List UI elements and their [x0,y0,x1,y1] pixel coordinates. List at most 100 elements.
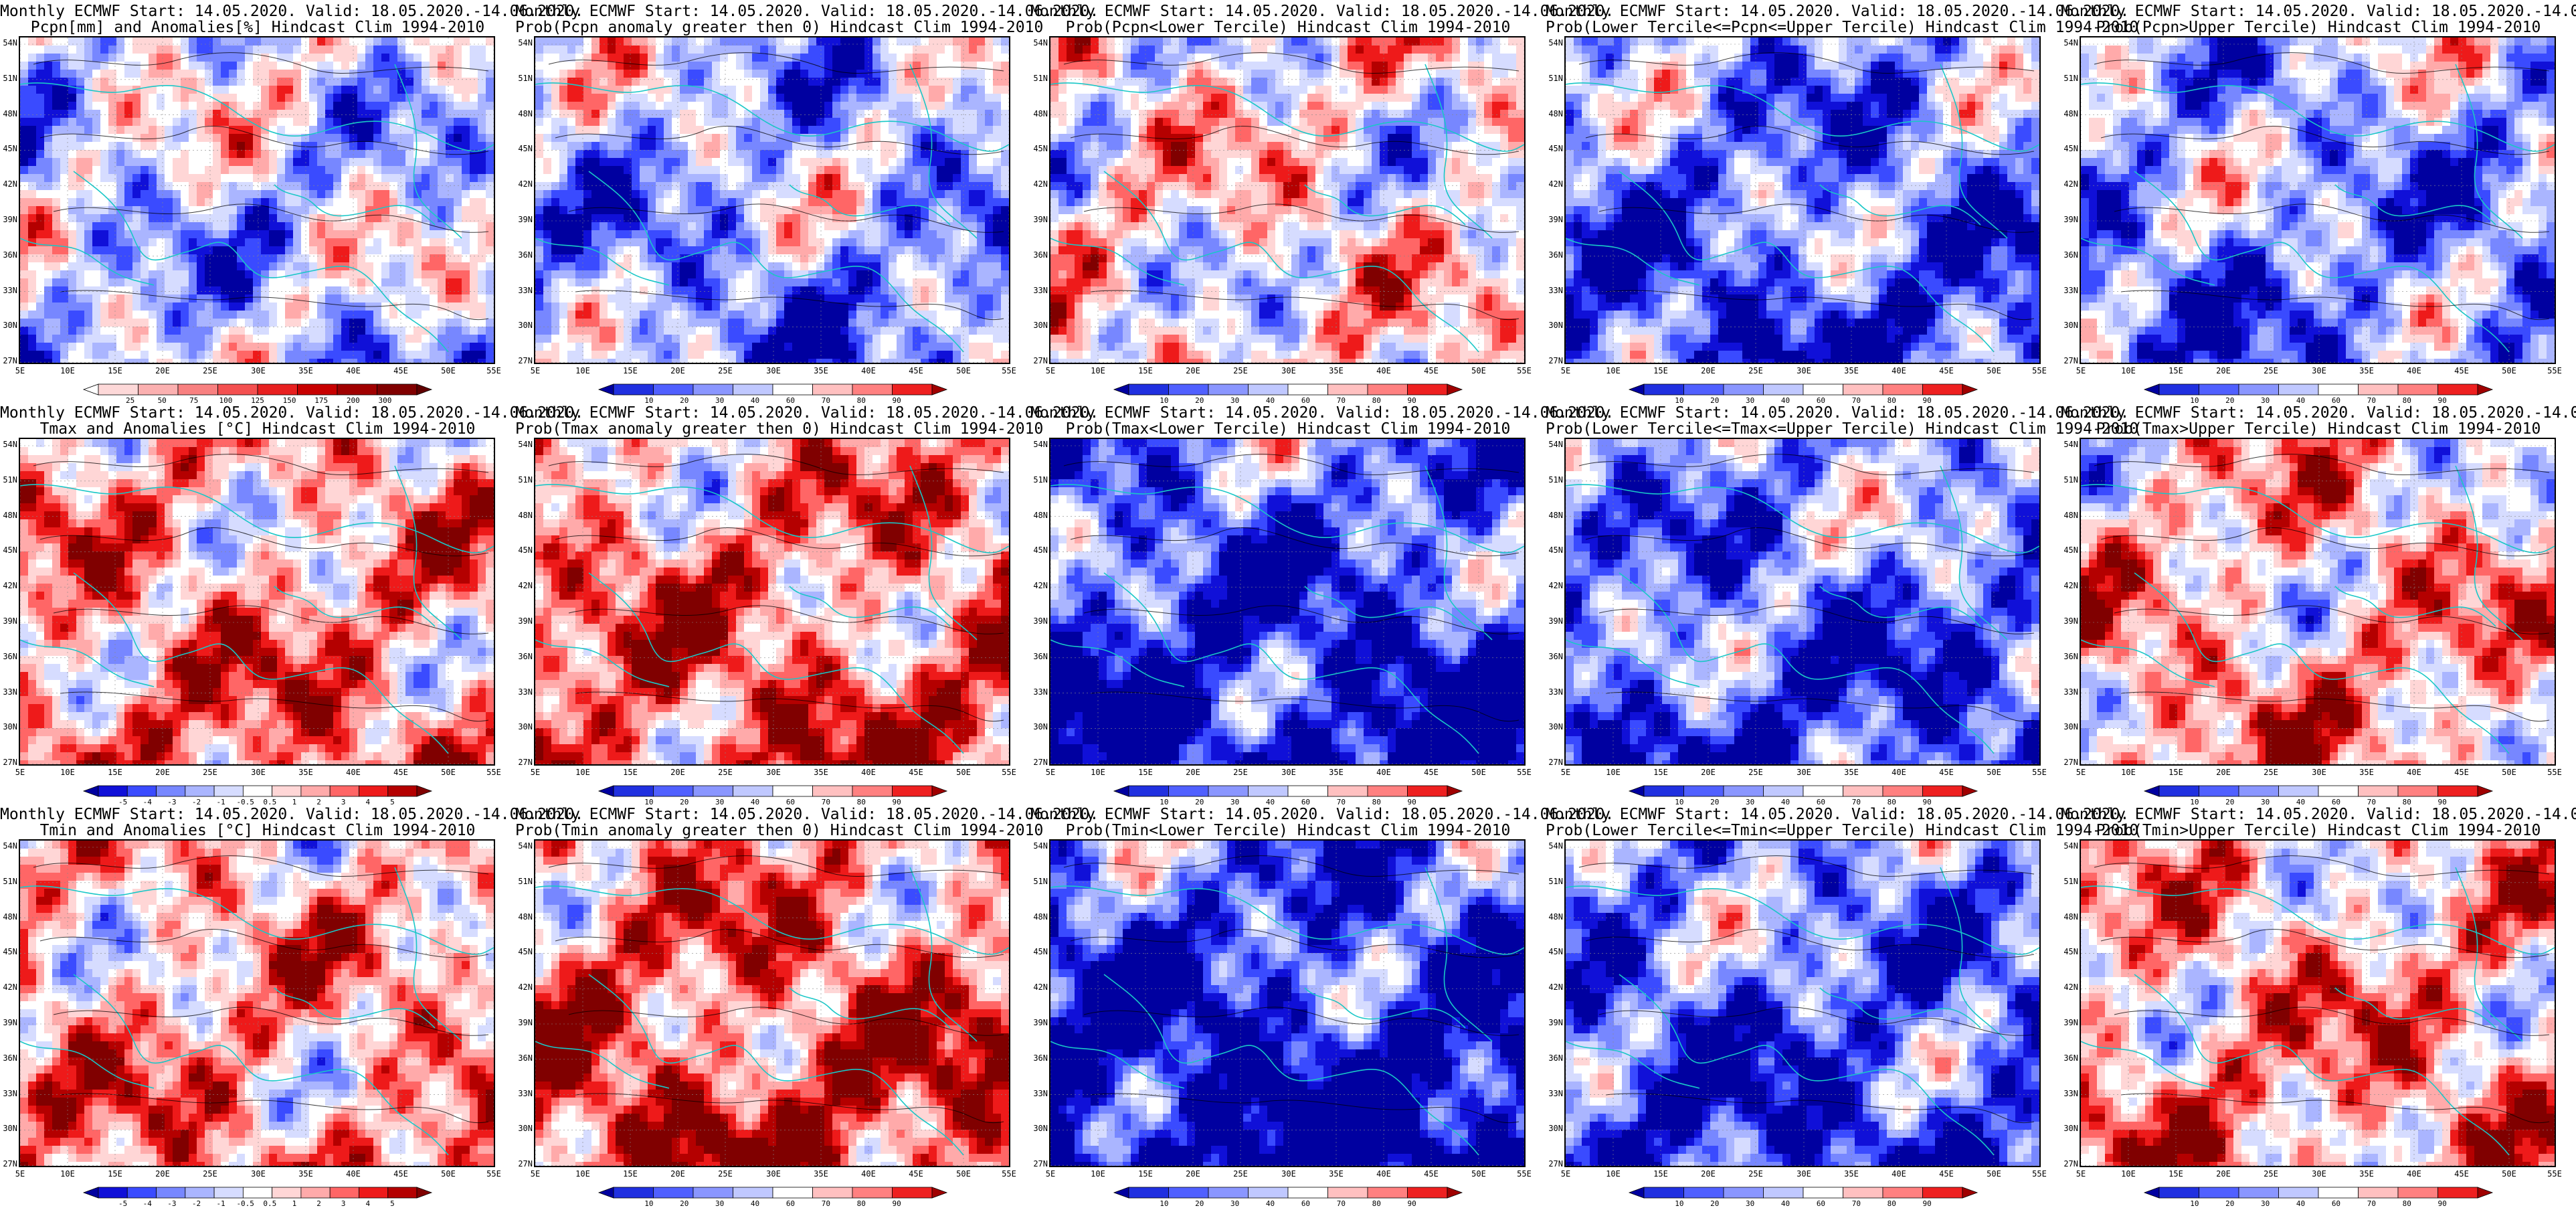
lon-label: 35E [1844,768,1859,777]
lat-label: 33N [0,688,17,696]
lat-label: 48N [0,913,17,921]
lon-label: 50E [2502,366,2516,375]
lat-label: 27N [0,357,17,365]
lon-label: 10E [1606,1169,1621,1179]
lat-label: 33N [1030,1090,1048,1098]
lon-label: 15E [1653,366,1668,375]
lon-label: 55E [486,768,501,777]
lat-label: 27N [1546,357,1563,365]
panel-title-line2: Prob(Lower Tercile<=Pcpn<=Upper Tercile)… [1546,19,2061,36]
lat-label: 39N [1546,215,1563,224]
panel-title-line2: Prob(Pcpn>Upper Tercile) Hindcast Clim 1… [2061,19,2576,36]
panel-title-line2: Prob(Tmax<Lower Tercile) Hindcast Clim 1… [1030,420,1546,438]
lon-label: 25E [1233,768,1248,777]
forecast-panel: Monthly ECMWF Start: 14.05.2020. Valid: … [515,0,1030,402]
lon-label: 45E [393,366,408,375]
lon-label: 55E [2547,768,2562,777]
lon-label: 45E [1424,768,1439,777]
lon-label: 35E [1844,366,1859,375]
lon-label: 40E [1376,366,1391,375]
forecast-panel: Monthly ECMWF Start: 14.05.2020. Valid: … [2061,0,2576,402]
lat-label: 33N [2061,1090,2078,1098]
lat-label: 48N [1546,110,1563,118]
lat-label: 27N [0,758,17,766]
colorbar-tick-label: 70 [1337,1199,1346,1208]
lat-label: 39N [1030,215,1048,224]
lon-label: 35E [2359,1169,2374,1179]
lon-label: 15E [1138,366,1153,375]
lon-label: 30E [2312,366,2326,375]
lat-label: 39N [0,617,17,625]
lon-label: 45E [393,1169,408,1179]
lat-label: 33N [1030,286,1048,294]
lon-label: 55E [486,1169,501,1179]
lon-label: 15E [1138,1169,1153,1179]
lon-label: 30E [1281,366,1296,375]
lat-label: 30N [515,321,533,329]
lon-label: 45E [1424,366,1439,375]
colorbar-tick-label: 20 [1195,1199,1204,1208]
lat-label: 33N [0,286,17,294]
lat-label: 36N [1546,653,1563,661]
lon-label: 55E [2032,366,2047,375]
lat-label: 42N [0,180,17,188]
lon-label: 30E [1797,366,1811,375]
lat-label: 33N [2061,688,2078,696]
colorbar-tick-label: 60 [1817,1199,1825,1208]
lon-label: 55E [2547,1169,2562,1179]
lat-label: 33N [1546,688,1563,696]
lat-label: 39N [515,215,533,224]
lon-label: 10E [1606,366,1621,375]
lon-label: 50E [441,1169,456,1179]
lon-label: 45E [2454,768,2469,777]
lon-label: 15E [1653,768,1668,777]
lat-label: 54N [1546,440,1563,448]
lat-label: 54N [0,440,17,448]
lon-label: 30E [251,768,266,777]
lon-label: 40E [861,1169,876,1179]
lon-label: 5E [15,366,25,375]
lat-label: 51N [0,74,17,82]
lon-label: 10E [1606,768,1621,777]
lon-label: 5E [2076,366,2086,375]
panel-title-line2: Prob(Pcpn anomaly greater then 0) Hindca… [515,19,1030,36]
lon-label: 45E [393,768,408,777]
lat-label: 27N [1030,758,1048,766]
colorbar-tick-label: 3 [341,1199,346,1208]
lon-label: 25E [1748,768,1763,777]
lat-label: 51N [0,877,17,885]
lat-label: 33N [1030,688,1048,696]
lat-label: 36N [0,251,17,259]
panel-title-line2: Tmax and Anomalies [°C] Hindcast Clim 19… [0,420,515,438]
lat-label: 30N [0,723,17,731]
lat-label: 36N [1030,251,1048,259]
lon-label: 30E [1797,768,1811,777]
lon-label: 35E [2359,768,2374,777]
lat-label: 45N [1546,145,1563,153]
forecast-map [534,36,1010,364]
lon-label: 10E [1091,366,1105,375]
colorbar-tick-label: 90 [1922,1199,1931,1208]
panel-title-line1: Monthly ECMWF Start: 14.05.2020. Valid: … [1030,806,1546,823]
lon-label: 15E [623,768,638,777]
lat-label: 54N [1546,842,1563,850]
lon-label: 5E [2076,1169,2086,1179]
lon-label: 15E [623,1169,638,1179]
colorbar [599,786,947,796]
lat-label: 51N [2061,476,2078,484]
lon-label: 25E [2264,1169,2278,1179]
lat-label: 30N [1546,1124,1563,1132]
lat-label: 48N [1546,913,1563,921]
lat-label: 42N [0,582,17,590]
lon-label: 30E [1281,1169,1296,1179]
colorbar-tick-label: 20 [1710,1199,1719,1208]
lon-label: 20E [2216,366,2231,375]
lon-label: 50E [2502,768,2516,777]
lon-label: 10E [575,1169,590,1179]
lat-label: 30N [1546,321,1563,329]
colorbar-tick-label: 20 [680,1199,688,1208]
lon-label: 35E [1329,366,1344,375]
forecast-panel: Monthly ECMWF Start: 14.05.2020. Valid: … [1546,803,2061,1205]
lat-label: 51N [2061,877,2078,885]
lon-label: 40E [1376,768,1391,777]
